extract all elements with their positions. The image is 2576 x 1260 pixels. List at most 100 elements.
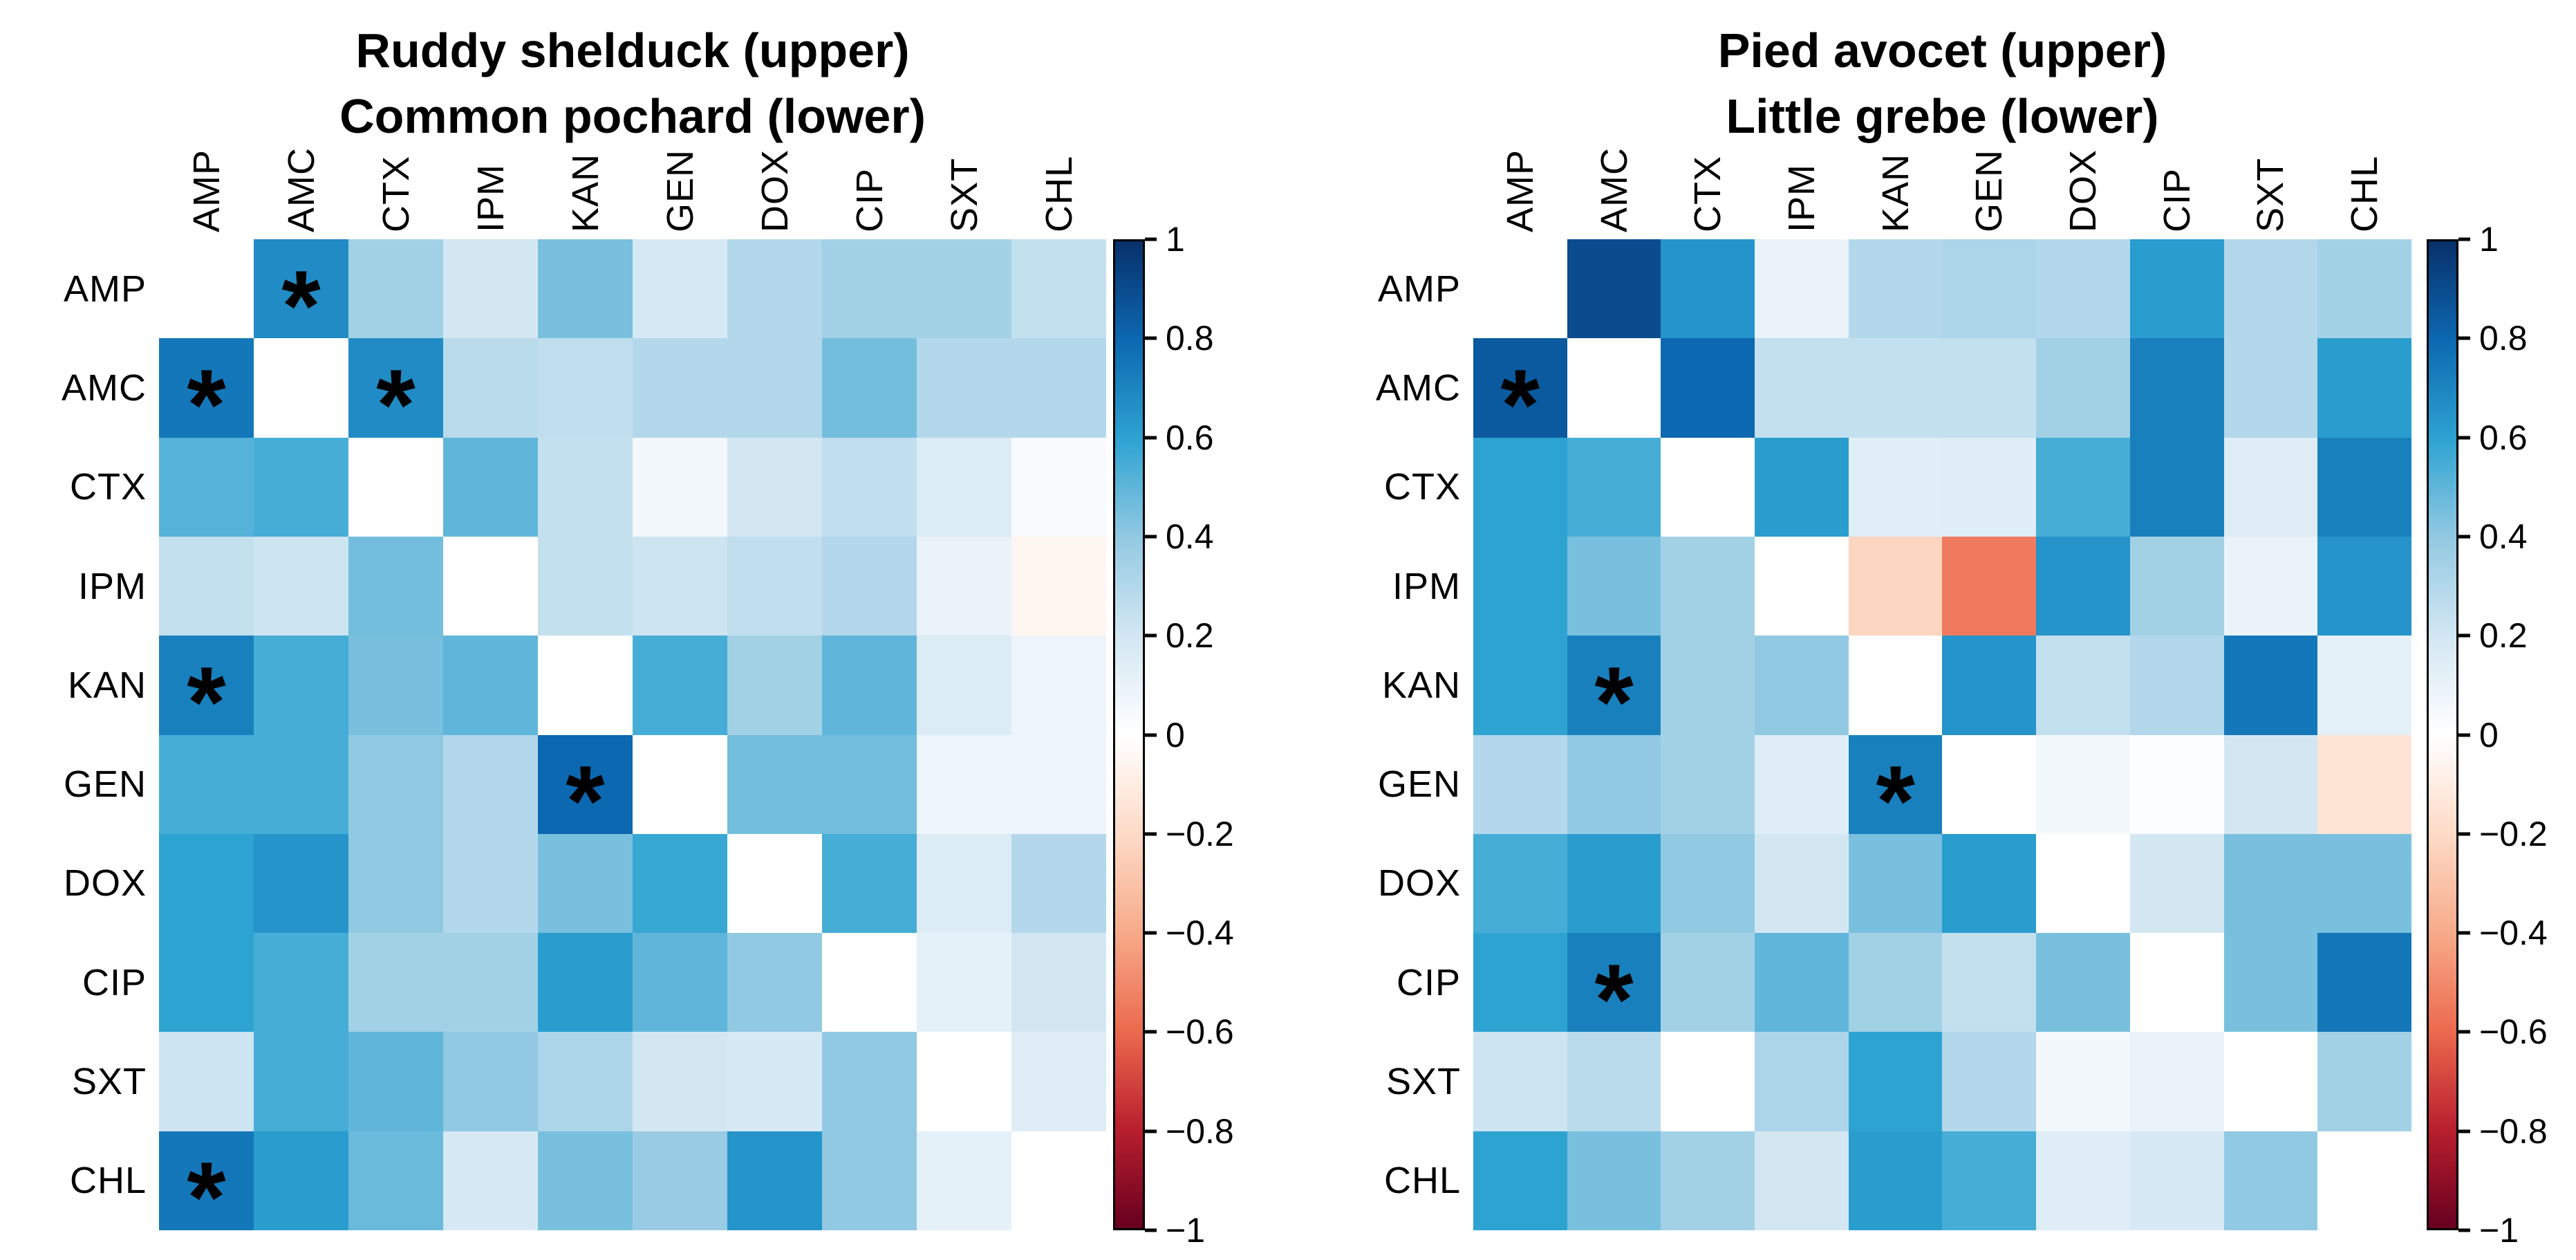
heatmap-cell <box>1942 536 2037 636</box>
heatmap-cell <box>727 536 822 636</box>
heatmap-cell <box>1011 338 1106 438</box>
heatmap-cell <box>822 636 917 735</box>
heatmap-cell <box>254 338 348 438</box>
colorbar-tick-label: −0.8 <box>1166 1111 1234 1151</box>
heatmap-cell <box>2129 437 2224 537</box>
heatmap-cell <box>727 338 822 438</box>
heatmap-cell <box>2317 636 2411 735</box>
heatmap-cell <box>822 1032 917 1131</box>
heatmap-cell <box>822 1131 917 1230</box>
heatmap-cell <box>1661 1131 1755 1230</box>
heatmap-cell <box>1848 437 1943 537</box>
heatmap-cell <box>2317 734 2411 834</box>
colorbar-tick-label: 0.6 <box>1166 418 1214 457</box>
heatmap-cell <box>917 338 1011 438</box>
heatmap-cell <box>2317 933 2411 1032</box>
colorbar <box>1113 239 1145 1230</box>
heatmap-cell <box>822 833 917 934</box>
panel-title: Ruddy shelduck (upper) Common pochard (l… <box>159 18 1106 149</box>
heatmap-cell <box>2223 1131 2318 1230</box>
colorbar-tick <box>1145 237 1157 241</box>
heatmap-cell <box>2036 636 2130 735</box>
colorbar-tick <box>2458 931 2470 935</box>
column-label: SXT <box>2250 157 2292 232</box>
column-label: CIP <box>2156 167 2198 232</box>
heatmap-cell <box>1755 1032 1849 1131</box>
heatmap-cell <box>1473 1131 1567 1230</box>
heatmap-cell <box>1661 636 1755 735</box>
heatmap-cell <box>159 1032 254 1131</box>
column-label: GEN <box>1968 149 2010 232</box>
colorbar <box>2427 239 2458 1230</box>
heatmap-cell <box>2036 338 2130 438</box>
heatmap-cell <box>1473 734 1567 834</box>
heatmap-cell <box>2223 933 2318 1032</box>
colorbar-tick <box>2458 237 2470 241</box>
heatmap-cell <box>2129 636 2224 735</box>
heatmap-cell <box>727 734 822 834</box>
heatmap-cell <box>2129 933 2224 1032</box>
row-label: DOX <box>1377 862 1461 905</box>
heatmap-cell <box>917 1032 1011 1131</box>
colorbar-tick <box>2458 1129 2470 1133</box>
colorbar-tick-label: −0.6 <box>2479 1012 2548 1052</box>
row-label: AMP <box>1377 268 1461 310</box>
row-label: GEN <box>1377 763 1461 806</box>
colorbar-tick-area: 1 0.8 0.6 0.4 0.2 0 −0.2 −0.4 −0.6 −0.8 −1 <box>1145 220 1269 1250</box>
heatmap-cell <box>1942 338 2037 438</box>
correlation-heatmap-grid: * * * * <box>1473 239 2411 1230</box>
heatmap-cell <box>1755 338 1849 438</box>
heatmap-cell <box>1942 239 2037 339</box>
heatmap-cell <box>1011 1032 1106 1131</box>
column-label: DOX <box>2062 149 2104 232</box>
heatmap-cell <box>1567 1131 1661 1230</box>
heatmap-cell <box>1661 239 1755 339</box>
heatmap-cell <box>1473 833 1567 934</box>
heatmap-cell <box>2223 1032 2318 1131</box>
heatmap-cell <box>443 833 538 934</box>
heatmap-cell <box>1011 833 1106 934</box>
heatmap-cell <box>822 536 917 636</box>
colorbar-tick <box>2458 832 2470 836</box>
row-label: IPM <box>1392 565 1461 607</box>
colorbar-tick-label: 0.8 <box>1166 319 1214 358</box>
heatmap-cell <box>1942 437 2037 537</box>
heatmap-cell <box>159 933 254 1032</box>
heatmap-cell <box>159 437 254 537</box>
heatmap-cell <box>2223 636 2318 735</box>
colorbar-tick-label: −0.6 <box>1166 1012 1234 1052</box>
colorbar-tick-label: 0.8 <box>2479 319 2528 358</box>
heatmap-cell <box>1567 437 1661 537</box>
heatmap-cell <box>1011 437 1106 537</box>
heatmap-cell <box>1661 536 1755 636</box>
heatmap-cell <box>1848 536 1943 636</box>
heatmap-cell <box>2129 338 2224 438</box>
heatmap-cell: * <box>1848 734 1943 851</box>
heatmap-cell <box>443 338 538 438</box>
heatmap-cell <box>254 536 348 636</box>
heatmap-cell <box>254 833 348 934</box>
colorbar-tick <box>1145 1228 1157 1232</box>
heatmap-cell <box>917 833 1011 934</box>
heatmap-cell <box>633 437 727 537</box>
row-label: KAN <box>1381 664 1461 706</box>
colorbar-tick <box>1145 733 1157 736</box>
row-label: SXT <box>71 1061 147 1103</box>
heatmap-cell <box>1848 636 1943 735</box>
heatmap-cell <box>2317 338 2411 438</box>
heatmap-cell <box>254 734 348 834</box>
heatmap-cell <box>917 239 1011 339</box>
heatmap-cell <box>1942 1131 2037 1230</box>
heatmap-cell <box>1567 1032 1661 1131</box>
heatmap-cell <box>1567 239 1661 339</box>
heatmap-cell <box>2036 833 2130 934</box>
heatmap-cell <box>822 933 917 1032</box>
heatmap-cell <box>159 239 254 339</box>
heatmap-cell <box>1661 933 1755 1032</box>
heatmap-cell <box>159 734 254 834</box>
colorbar-tick <box>2458 535 2470 539</box>
heatmap-cell <box>1755 437 1849 537</box>
heatmap-cell: * <box>159 1131 254 1248</box>
panel-title: Pied avocet (upper) Little grebe (lower) <box>1473 18 2411 149</box>
